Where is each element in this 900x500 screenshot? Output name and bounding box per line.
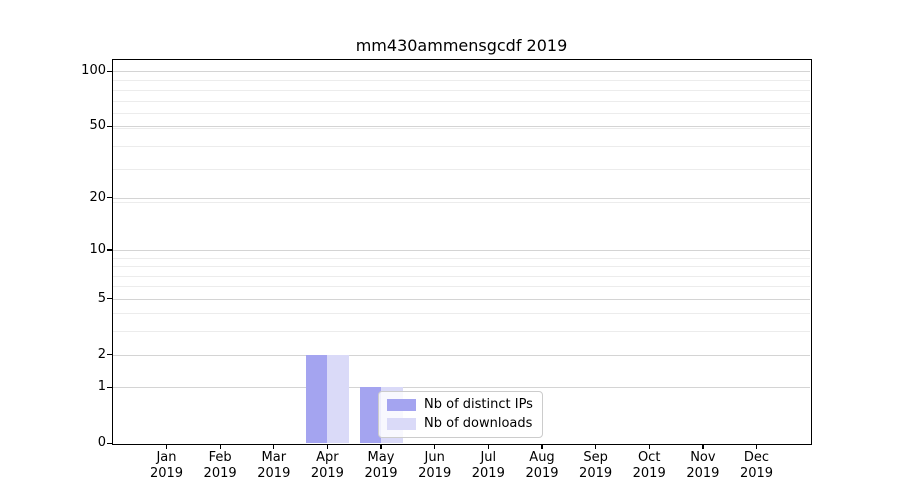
x-tick-mark (702, 444, 704, 449)
minor-gridline (113, 89, 810, 91)
x-tick-month: Jun (424, 450, 445, 465)
y-tick-label-50: 50 (89, 118, 106, 134)
bar-distinct-ips-apr (305, 354, 328, 443)
x-tick-mark (219, 444, 221, 449)
major-gridline (113, 298, 810, 300)
x-tick-year: 2019 (579, 466, 613, 481)
x-tick-label-nov: Nov 2019 (668, 450, 738, 482)
x-tick-month: Nov (690, 450, 716, 465)
y-tick-mark (107, 249, 113, 251)
x-tick-label-aug: Aug 2019 (507, 450, 577, 482)
x-tick-label-may: May 2019 (346, 450, 416, 482)
x-tick-year: 2019 (310, 466, 344, 481)
x-tick-label-mar: Mar 2019 (239, 450, 309, 482)
minor-gridline (113, 127, 810, 129)
x-tick-mark (595, 444, 597, 449)
chart-title: mm430ammensgcdf 2019 (355, 36, 568, 55)
x-tick-mark (648, 444, 650, 449)
bar-distinct-ips-may (359, 387, 381, 443)
minor-gridline (113, 286, 810, 288)
legend-item-distinct-ips: Nb of distinct IPs (387, 397, 533, 413)
y-tick-label-20: 20 (89, 189, 106, 205)
x-tick-month: Jul (480, 450, 497, 465)
x-tick-year: 2019 (471, 466, 505, 481)
x-tick-month: Sep (583, 450, 608, 465)
y-tick-label-1: 1 (97, 379, 106, 395)
x-tick-month: Oct (637, 450, 661, 465)
x-tick-year: 2019 (257, 466, 291, 481)
x-tick-month: May (367, 450, 395, 465)
minor-gridline (113, 331, 810, 333)
y-tick-mark (107, 70, 113, 72)
x-tick-year: 2019 (203, 466, 237, 481)
y-tick-mark (107, 354, 113, 356)
minor-gridline (113, 145, 810, 147)
x-tick-month: Feb (208, 450, 232, 465)
minor-gridline (113, 169, 810, 170)
x-tick-label-jul: Jul 2019 (453, 450, 523, 482)
x-tick-year: 2019 (364, 466, 398, 481)
minor-gridline (113, 113, 810, 115)
x-tick-label-apr: Apr 2019 (292, 450, 362, 482)
x-tick-month: Aug (529, 450, 555, 465)
legend-label-distinct-ips: Nb of distinct IPs (424, 397, 533, 412)
x-tick-mark (165, 444, 168, 449)
x-tick-mark (326, 444, 329, 449)
legend-item-downloads: Nb of downloads (387, 416, 533, 432)
x-tick-mark (273, 444, 275, 449)
x-tick-year: 2019 (525, 466, 559, 481)
minor-gridline (113, 100, 810, 102)
legend-label-downloads: Nb of downloads (424, 416, 533, 431)
major-gridline (113, 126, 810, 128)
minor-gridline (113, 80, 810, 82)
x-tick-label-dec: Dec 2019 (722, 450, 792, 482)
legend-swatch-distinct-ips (387, 399, 416, 411)
legend: Nb of distinct IPs Nb of downloads (378, 391, 543, 438)
y-tick-label-100: 100 (81, 63, 106, 79)
minor-gridline (113, 201, 810, 203)
x-tick-year: 2019 (739, 466, 774, 481)
major-gridline (113, 197, 810, 199)
x-tick-label-feb: Feb 2019 (185, 450, 255, 482)
y-tick-mark (107, 125, 113, 127)
y-tick-label-10: 10 (89, 241, 106, 257)
y-tick-label-5: 5 (97, 290, 106, 306)
major-gridline (113, 71, 810, 73)
x-tick-year: 2019 (149, 466, 184, 481)
x-tick-label-oct: Oct 2019 (614, 450, 684, 482)
x-tick-month: Apr (316, 450, 339, 465)
x-tick-month: Dec (743, 450, 770, 465)
x-tick-month: Mar (261, 450, 287, 465)
minor-gridline (113, 257, 810, 259)
plot-area: Nb of distinct IPs Nb of downloads (111, 58, 812, 445)
x-tick-mark (755, 444, 758, 449)
y-tick-label-2: 2 (97, 346, 106, 362)
x-tick-mark (487, 444, 489, 449)
x-tick-year: 2019 (418, 466, 452, 481)
major-gridline (113, 387, 810, 389)
y-tick-mark (107, 298, 113, 300)
x-tick-year: 2019 (686, 466, 720, 481)
x-tick-mark (380, 444, 382, 449)
x-tick-mark (541, 444, 543, 449)
y-tick-mark (107, 197, 113, 199)
y-tick-label-0: 0 (97, 435, 106, 450)
x-tick-year: 2019 (632, 466, 666, 481)
major-gridline (113, 354, 810, 356)
minor-gridline (113, 275, 810, 277)
x-tick-label-jan: Jan 2019 (132, 450, 202, 482)
major-gridline (113, 249, 810, 251)
x-tick-month: Jan (156, 450, 177, 465)
x-tick-label-sep: Sep 2019 (561, 450, 631, 482)
x-tick-label-jun: Jun 2019 (400, 450, 470, 482)
minor-gridline (113, 313, 810, 315)
x-tick-mark (434, 444, 436, 449)
bar-downloads-apr (327, 354, 349, 443)
y-tick-mark (107, 386, 113, 388)
minor-gridline (113, 266, 810, 267)
legend-swatch-downloads (387, 418, 416, 430)
y-tick-mark (107, 442, 113, 444)
